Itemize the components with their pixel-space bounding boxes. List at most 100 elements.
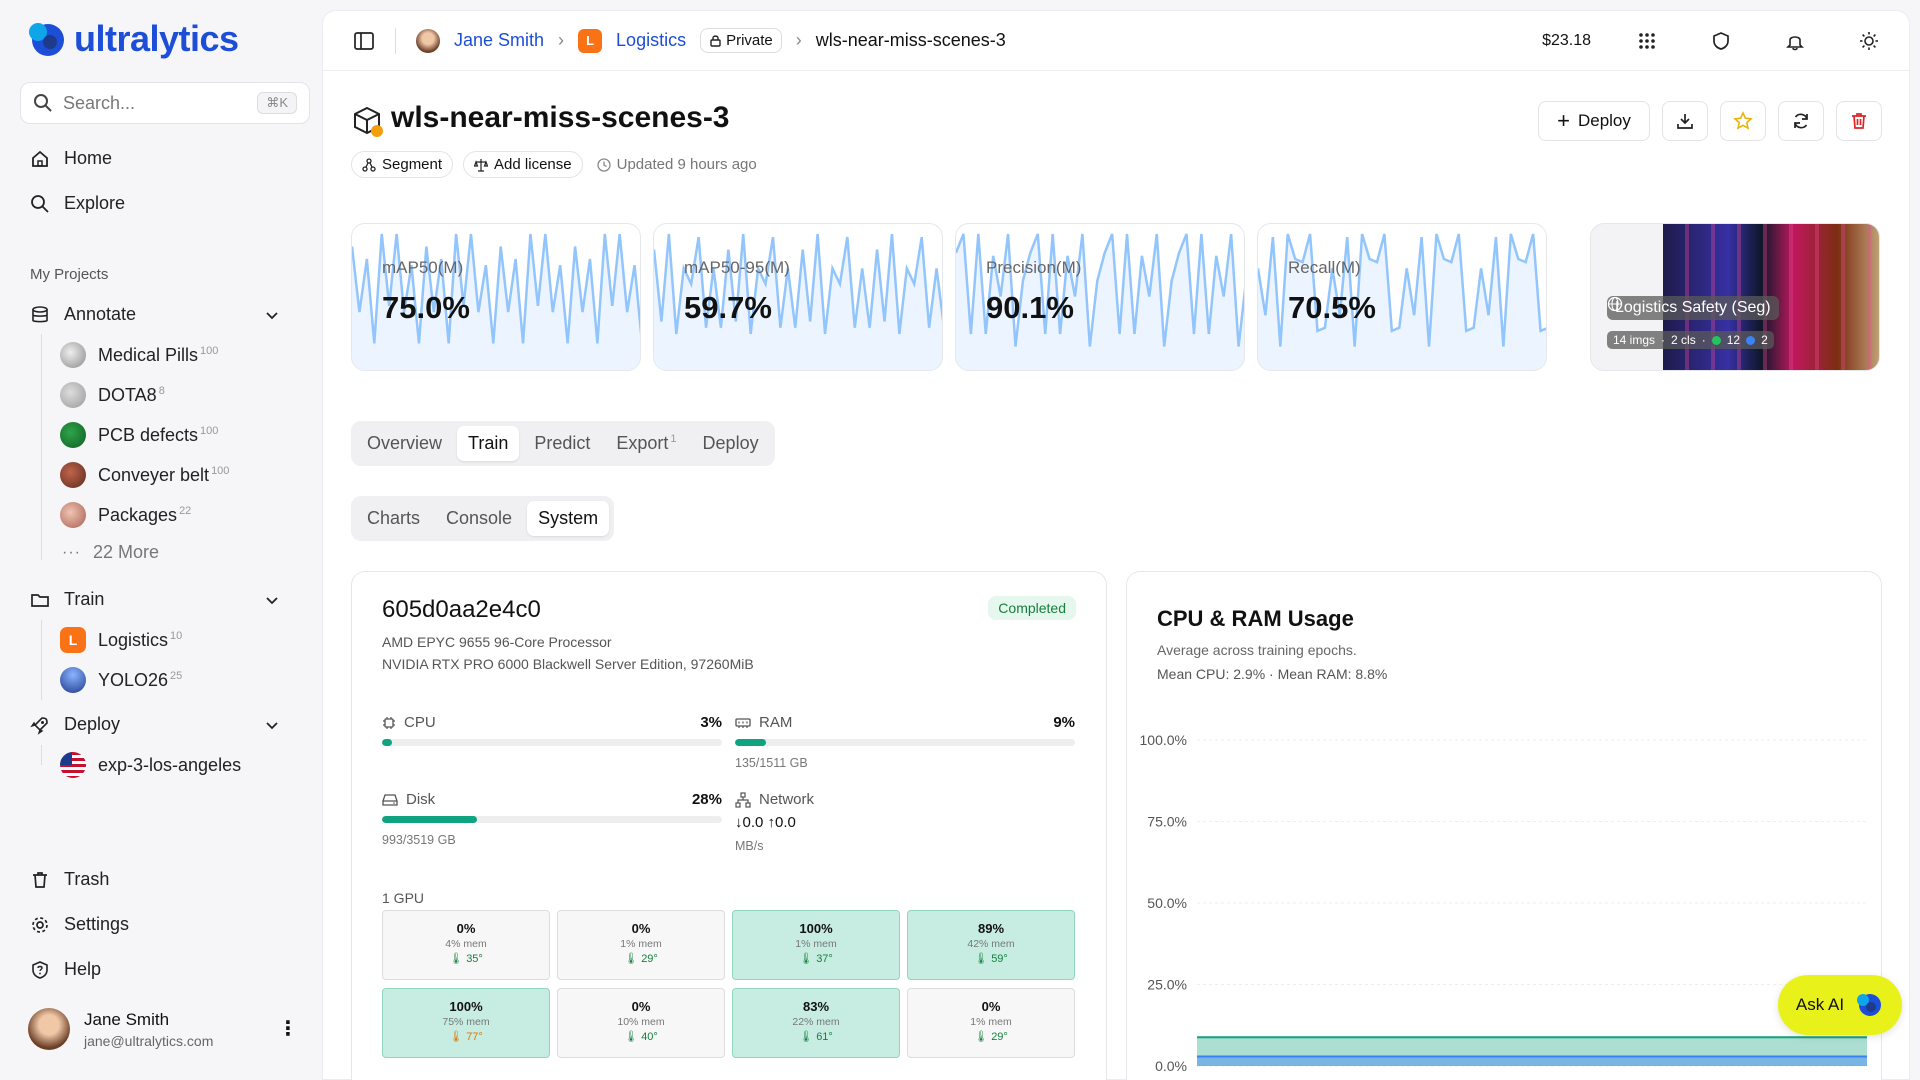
y-tick-label: 75.0%: [1147, 814, 1187, 830]
delete-button[interactable]: [1836, 101, 1882, 141]
gpu-cell: 100% 1% mem 🌡 37°: [732, 910, 900, 980]
nav-settings[interactable]: Settings: [30, 914, 129, 935]
dataset-stats: 14 imgs · 2 cls · 12 2: [1607, 331, 1774, 349]
sidebar-section-deploy[interactable]: Deploy: [30, 714, 280, 735]
tab-train[interactable]: Train: [457, 426, 520, 461]
cpu-ram-chart-card: CPU & RAM Usage Average across training …: [1126, 571, 1882, 1080]
refresh-button[interactable]: [1778, 101, 1824, 141]
user-name: Jane Smith: [84, 1009, 170, 1029]
star-button[interactable]: [1720, 101, 1766, 141]
metric-card[interactable]: Recall(M) 70.5%: [1257, 223, 1547, 371]
network-value: ↓0.0 ↑0.0: [735, 814, 796, 831]
tab-overview[interactable]: Overview: [367, 433, 443, 453]
ask-ai-button[interactable]: Ask AI: [1778, 975, 1902, 1035]
more-label: 22 More: [92, 542, 160, 562]
user-profile[interactable]: Jane Smith jane@ultralytics.com ⋮: [28, 1008, 298, 1050]
chevron-right-icon: ›: [795, 30, 802, 50]
metric-card[interactable]: mAP50(M) 75.0%: [351, 223, 641, 371]
gpu-cell: 89% 42% mem 🌡 59°: [907, 910, 1075, 980]
nav-help[interactable]: Help: [30, 959, 101, 980]
gpu-temp: 🌡 29°: [624, 953, 658, 965]
task-badge[interactable]: Segment: [351, 151, 454, 178]
deploy-button[interactable]: + Deploy: [1538, 101, 1650, 141]
breadcrumb-user[interactable]: Jane Smith: [454, 30, 545, 50]
shield-icon[interactable]: [1711, 31, 1731, 51]
sidebar-item-logistics[interactable]: L Logistics 10: [60, 627, 182, 653]
model-cube-icon: [354, 106, 383, 137]
sun-icon[interactable]: [1859, 31, 1879, 51]
sidebar-item-exp-3-los-angeles[interactable]: exp-3-los-angeles: [60, 752, 241, 778]
metric-card[interactable]: mAP50-95(M) 59.7%: [653, 223, 943, 371]
project-count: 10: [170, 629, 183, 642]
ram-value: 9%: [1053, 714, 1075, 731]
add-license-button[interactable]: Add license: [463, 151, 583, 178]
network-label: Network: [759, 791, 815, 808]
ultralytics-logo-icon: [1857, 994, 1882, 1016]
user-email: jane@ultralytics.com: [84, 1032, 214, 1049]
tab-export[interactable]: Export 1: [605, 426, 687, 461]
sidebar-section-annotate[interactable]: Annotate: [30, 304, 280, 325]
project-count: 25: [170, 669, 183, 682]
dataset-card[interactable]: Logistics Safety (Seg) 14 imgs · 2 cls · 1…: [1590, 223, 1880, 371]
topbar: Jane Smith › L Logistics Private › wls-n…: [323, 11, 1909, 71]
breadcrumb-project[interactable]: Logistics: [616, 30, 687, 50]
tab-charts[interactable]: Charts: [367, 508, 421, 528]
ram-label: RAM: [759, 714, 793, 731]
star-icon: [1733, 111, 1753, 130]
sidebar-toggle-icon[interactable]: [353, 30, 375, 52]
gpu-mem: 75% mem: [442, 1016, 490, 1028]
gpu-cell: 0% 1% mem 🌡 29°: [557, 910, 725, 980]
gpu-mem: 1% mem: [620, 938, 662, 950]
sidebar-item-dota8[interactable]: DOTA8 8: [60, 382, 165, 408]
metric-label: mAP50-95(M): [684, 258, 790, 277]
ram-detail: 135/1511 GB: [735, 756, 808, 770]
logo[interactable]: ultralytics: [26, 18, 239, 60]
gpu-mem: 4% mem: [445, 938, 487, 950]
bell-icon[interactable]: [1785, 31, 1805, 51]
breadcrumb-model: wls-near-miss-scenes-3: [815, 30, 1006, 50]
visibility-badge[interactable]: Private: [700, 28, 782, 53]
nav-home[interactable]: Home: [30, 148, 112, 169]
sidebar-section-train[interactable]: Train: [30, 589, 280, 610]
page-title: wls-near-miss-scenes-3: [391, 101, 730, 134]
ultralytics-logo-icon: [29, 23, 64, 56]
dataset-cls: 2 cls: [1671, 333, 1696, 347]
search-input[interactable]: Search... ⌘K: [20, 82, 310, 124]
sidebar-item-conveyer-belt[interactable]: Conveyer belt 100: [60, 462, 229, 488]
metric-card[interactable]: Precision(M) 90.1%: [955, 223, 1245, 371]
y-tick-label: 100.0%: [1140, 732, 1187, 748]
scale-icon: [474, 158, 489, 172]
metric-value: 75.0%: [382, 290, 470, 325]
tab-predict[interactable]: Predict: [534, 433, 591, 453]
sidebar-more[interactable]: ··· 22 More: [62, 542, 159, 563]
sidebar-item-packages[interactable]: Packages 22: [60, 502, 191, 528]
disk-detail: 993/3519 GB: [382, 833, 456, 847]
y-tick-label: 25.0%: [1147, 977, 1187, 993]
sidebar-item-medical-pills[interactable]: Medical Pills 100: [60, 342, 218, 368]
gear-icon: [32, 916, 48, 933]
tab-console[interactable]: Console: [446, 508, 513, 528]
download-button[interactable]: [1662, 101, 1708, 141]
more-vertical-icon[interactable]: ⋮: [278, 1018, 298, 1040]
gpu-util: 0%: [456, 921, 476, 936]
chart-area-series: [1197, 1056, 1867, 1066]
deploy-button-label: Deploy: [1577, 111, 1631, 130]
gpu-temp: 🌡 59°: [974, 953, 1008, 965]
cpu-value: 3%: [700, 714, 722, 731]
hard-drive-icon: [382, 793, 398, 806]
disk-label: Disk: [406, 791, 436, 808]
disk-bar: [382, 816, 722, 823]
tab-deploy[interactable]: Deploy: [702, 433, 759, 453]
project-label: PCB defects: [98, 424, 199, 445]
apps-grid-icon[interactable]: [1637, 31, 1657, 51]
nav-trash[interactable]: Trash: [30, 869, 109, 890]
class-dot-icon: [1711, 335, 1721, 345]
balance[interactable]: $23.18: [1542, 31, 1591, 49]
search-icon: [31, 194, 49, 213]
gpu-count: 1 GPU: [382, 890, 425, 906]
updated-info: Updated 9 hours ago: [596, 156, 757, 173]
sidebar-item-yolo26[interactable]: YOLO26 25: [60, 667, 182, 693]
nav-explore[interactable]: Explore: [30, 193, 125, 214]
tab-system[interactable]: System: [527, 501, 610, 536]
sidebar-item-pcb-defects[interactable]: PCB defects 100: [60, 422, 218, 448]
